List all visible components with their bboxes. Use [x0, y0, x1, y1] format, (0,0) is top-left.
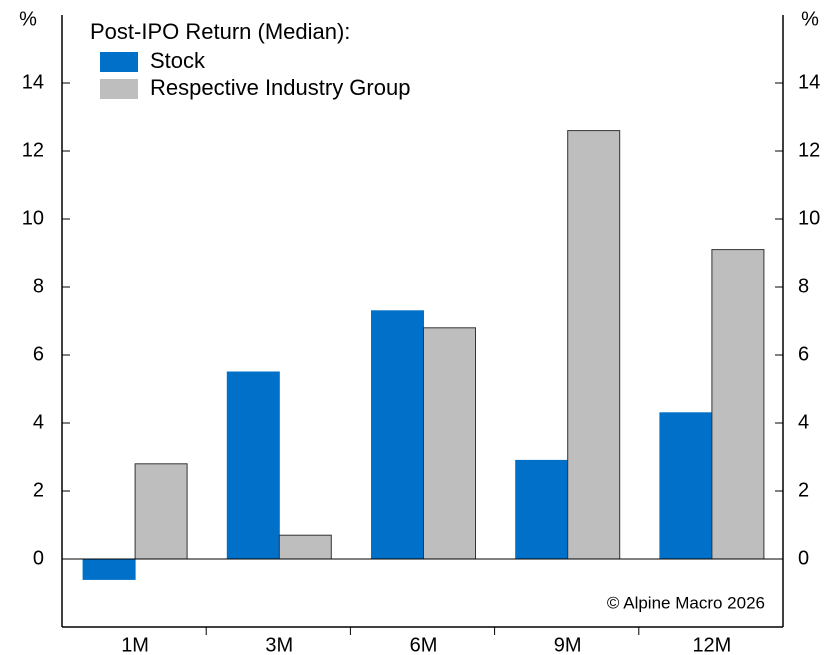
- y2-tick-label: 8: [798, 275, 809, 297]
- x-tick-label: 3M: [265, 634, 293, 655]
- bar: [82, 558, 136, 580]
- y-tick-label: 6: [33, 343, 44, 365]
- x-tick-label: 9M: [554, 634, 582, 655]
- x-tick-label: 12M: [692, 634, 731, 655]
- y-tick-label: 12: [22, 139, 44, 161]
- bar: [567, 130, 621, 560]
- annotation: © Alpine Macro 2026: [607, 593, 765, 612]
- bar: [711, 249, 765, 560]
- legend-label: Stock: [150, 48, 206, 73]
- y2-tick-label: 14: [798, 71, 820, 93]
- bar: [278, 534, 332, 560]
- legend-title: Post-IPO Return (Median):: [90, 19, 350, 44]
- y-tick-label: 0: [33, 547, 44, 569]
- bar: [371, 310, 424, 560]
- y2-tick-label: 6: [798, 343, 809, 365]
- bar: [134, 463, 188, 560]
- y2-unit: %: [801, 8, 819, 30]
- y2-tick-label: 12: [798, 139, 820, 161]
- bar: [423, 327, 476, 560]
- y2-tick-label: 0: [798, 547, 809, 569]
- bar: [659, 412, 713, 560]
- x-tick-label: 1M: [121, 634, 149, 655]
- y-unit: %: [19, 8, 37, 30]
- bar: [515, 459, 569, 560]
- legend-label: Respective Industry Group: [150, 75, 410, 100]
- legend-swatch: [100, 52, 138, 72]
- bar: [226, 371, 280, 560]
- y-tick-label: 14: [22, 71, 44, 93]
- y-tick-label: 2: [33, 479, 44, 501]
- y2-tick-label: 2: [798, 479, 809, 501]
- y-tick-label: 8: [33, 275, 44, 297]
- y-tick-label: 10: [22, 207, 44, 229]
- x-tick-label: 6M: [410, 634, 438, 655]
- legend-swatch: [100, 79, 138, 99]
- y2-tick-label: 10: [798, 207, 820, 229]
- y2-tick-label: 4: [798, 411, 809, 433]
- y-tick-label: 4: [33, 411, 44, 433]
